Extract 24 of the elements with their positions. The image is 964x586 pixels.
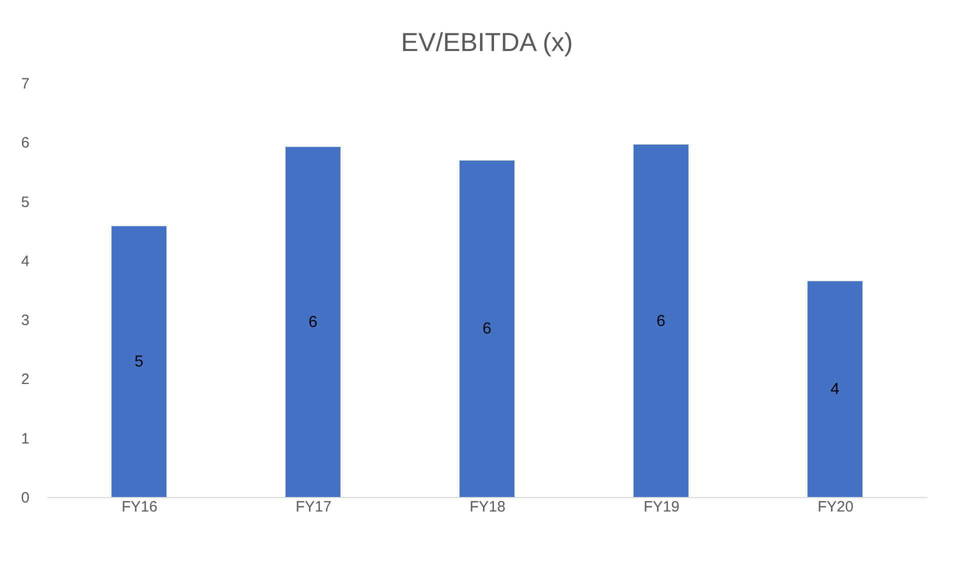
x-tick-label: FY20 [818,498,854,516]
x-tick-label: FY19 [644,498,680,516]
y-tick-label: 1 [21,430,30,448]
data-label: 6 [308,314,318,331]
y-tick-label: 5 [21,194,30,211]
y-tick-label: 3 [21,312,30,330]
y-tick-label: 6 [21,134,30,152]
x-tick-label: FY18 [470,498,506,516]
y-tick-label: 4 [21,252,30,270]
bar [112,226,166,497]
data-label: 6 [482,320,492,338]
chart-title: EV/EBITDA (x) [401,27,573,57]
x-tick-label: FY16 [122,498,158,516]
y-tick-label: 0 [21,490,30,506]
y-tick-label: 2 [21,371,30,388]
x-tick-label: FY17 [296,498,332,516]
bar [286,146,340,497]
data-label: 6 [656,312,666,330]
bar [634,144,688,497]
data-label: 4 [830,381,840,398]
data-label: 5 [134,354,144,371]
bar [808,281,862,497]
y-tick-label: 7 [21,76,30,92]
bar [460,160,514,497]
